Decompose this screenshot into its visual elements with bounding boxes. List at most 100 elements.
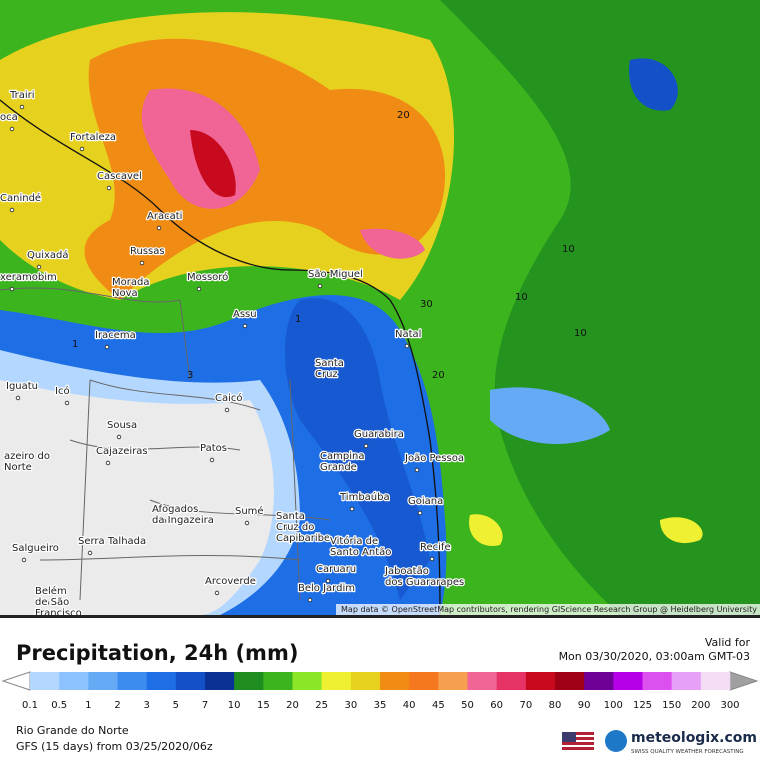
place-dot bbox=[9, 286, 15, 292]
place-label-line: Sousa bbox=[107, 420, 137, 431]
legend-swatch bbox=[350, 672, 381, 690]
place-label-line: Fortaleza bbox=[70, 132, 116, 143]
place-label-line: Icó bbox=[55, 385, 70, 397]
place-label-line: Natal bbox=[395, 329, 421, 340]
place-label: Patos bbox=[200, 443, 227, 454]
legend-tick-label: 50 bbox=[461, 700, 474, 711]
place-label: Arcoverde bbox=[205, 576, 256, 587]
legend-swatch bbox=[496, 672, 527, 690]
place-dot bbox=[9, 207, 15, 213]
legend-swatch bbox=[525, 672, 556, 690]
place-label-line: Afogados bbox=[152, 504, 198, 515]
place-label-line: de São bbox=[35, 597, 69, 608]
place-dot bbox=[324, 372, 330, 378]
contour-label: 3 bbox=[187, 370, 193, 381]
legend-tick-label: 0.5 bbox=[51, 700, 67, 711]
place-label: Assu bbox=[233, 309, 257, 320]
contour-label: 20 bbox=[397, 110, 410, 121]
place-label: Santa Cruz bbox=[315, 358, 344, 380]
legend-tick-label: 10 bbox=[228, 700, 241, 711]
legend-tick-label: 3 bbox=[143, 700, 149, 711]
legend-tick-label: 15 bbox=[257, 700, 270, 711]
legend-tick-label: 150 bbox=[662, 700, 681, 711]
place-label: Caruaru bbox=[316, 564, 356, 575]
place-dot bbox=[64, 400, 70, 406]
place-label-line: Grande bbox=[320, 462, 357, 473]
place-label-line: Santo Antão bbox=[330, 547, 391, 558]
place-label-line: Salgueiro bbox=[12, 543, 59, 554]
contour-label: 10 bbox=[515, 292, 528, 303]
place-dot bbox=[404, 343, 410, 349]
flag bbox=[562, 732, 594, 750]
place-label: Cascavel bbox=[97, 171, 142, 182]
valid-time: Mon 03/30/2020, 03:00am GMT-03 bbox=[559, 650, 750, 663]
place-label: Iguatu bbox=[6, 381, 38, 392]
place-label: Vitória de Santo Antão bbox=[330, 535, 391, 558]
place-label: Aracati bbox=[147, 211, 182, 222]
place-label: Canindé bbox=[0, 192, 41, 204]
place-label: Sumé bbox=[235, 505, 264, 517]
place-dot bbox=[104, 344, 110, 350]
legend-swatch bbox=[205, 672, 235, 690]
place-dot bbox=[21, 557, 27, 563]
place-label: Recife bbox=[420, 542, 451, 553]
place-dot bbox=[196, 286, 202, 292]
attribution: Map data © OpenStreetMap contributors, r… bbox=[341, 605, 757, 614]
legend-swatch bbox=[671, 672, 702, 690]
place-dot bbox=[325, 578, 331, 584]
place-label-line: Belo Jardim bbox=[298, 583, 355, 594]
place-dot bbox=[244, 520, 250, 526]
place-label: Afogados da Ingazeira bbox=[152, 504, 214, 526]
legend-tick-label: 90 bbox=[578, 700, 591, 711]
region: Rio Grande do Norte bbox=[16, 724, 129, 737]
contour-label: 10 bbox=[562, 244, 575, 255]
place-label: Icó bbox=[55, 385, 70, 397]
place-label-line: Morada bbox=[112, 277, 149, 288]
legend-swatch bbox=[263, 672, 293, 690]
legend-tick-label: 2 bbox=[114, 700, 120, 711]
place-label-line: São Miguel bbox=[308, 269, 363, 280]
legend-tick-label: 60 bbox=[490, 700, 503, 711]
legend-swatch bbox=[409, 672, 439, 690]
brand: meteologix.com bbox=[631, 730, 757, 746]
legend-swatch bbox=[146, 672, 177, 690]
place-label-line: Vitória de bbox=[330, 535, 378, 547]
place-dot bbox=[329, 465, 335, 471]
place-label-line: João Pessoa bbox=[404, 453, 464, 464]
logo bbox=[605, 730, 627, 752]
legend-swatch bbox=[88, 672, 118, 690]
place-dot bbox=[139, 260, 145, 266]
place-label-line: Aracati bbox=[147, 211, 182, 222]
legend: 0.1 0.5 1 2 3 5 7 10 15 20 25 30 35 40 45 50 60 70 80 90 100… bbox=[1, 671, 759, 711]
title: Precipitation, 24h (mm) bbox=[16, 641, 298, 665]
contour-label: 20 bbox=[432, 370, 445, 381]
legend-tick-label: 7 bbox=[202, 700, 208, 711]
place-dot bbox=[161, 518, 167, 524]
legend-tick-label: 30 bbox=[344, 700, 357, 711]
legend-tick-label: 125 bbox=[633, 700, 652, 711]
place-dot bbox=[394, 580, 400, 586]
place-dot bbox=[349, 506, 355, 512]
legend-swatch bbox=[292, 672, 322, 690]
place-dot bbox=[307, 597, 313, 603]
legend-swatch bbox=[30, 672, 60, 690]
place-label: Quixadá bbox=[27, 249, 69, 261]
place-label-line: Norte bbox=[4, 462, 32, 473]
place-label-line: Cajazeiras bbox=[96, 446, 148, 457]
legend-tick-label: 45 bbox=[432, 700, 445, 711]
place-dot bbox=[339, 550, 345, 556]
place-label: Belo Jardim bbox=[298, 583, 355, 594]
place-label-line: Goiana bbox=[408, 496, 443, 507]
place-label-line: xeramobim bbox=[0, 272, 57, 283]
place-label-line: Jaboatão bbox=[384, 566, 429, 577]
place-dot bbox=[363, 443, 369, 449]
place-dot bbox=[156, 225, 162, 231]
place-label-line: Timbaúba bbox=[339, 491, 390, 503]
place-label-line: da Ingazeira bbox=[152, 515, 214, 526]
place-label-line: Iracema bbox=[95, 330, 136, 341]
place-dot bbox=[15, 395, 21, 401]
legend-tick-label: 100 bbox=[604, 700, 623, 711]
place-label: Serra Talhada bbox=[78, 536, 146, 547]
